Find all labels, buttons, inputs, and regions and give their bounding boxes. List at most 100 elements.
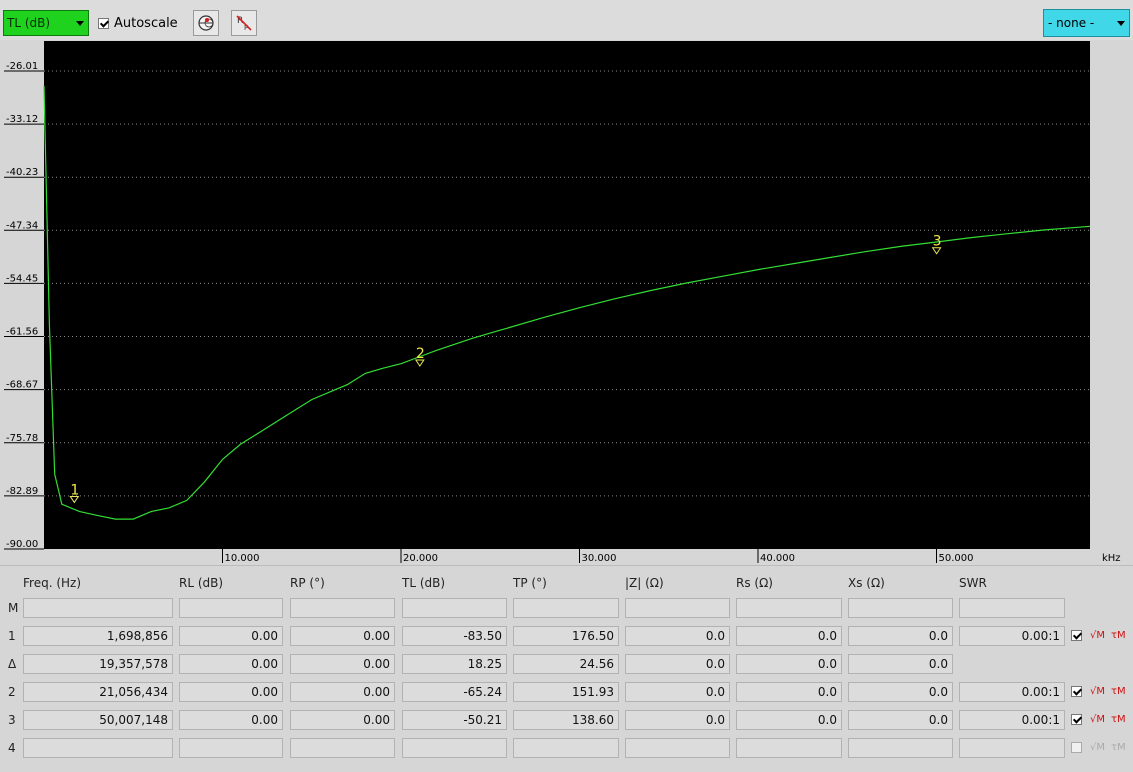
table-cell: 0.0 — [736, 626, 842, 646]
row-label: 4 — [8, 741, 16, 755]
table-cell: 1,698,856 — [23, 626, 173, 646]
table-cell: 151.93 — [513, 682, 619, 702]
marker-select[interactable]: - none - — [1043, 9, 1130, 37]
x-tick-label: 30.000 — [581, 553, 616, 564]
marker-1-indicator[interactable] — [69, 495, 80, 504]
marker-tune-icon[interactable]: τM — [1111, 714, 1126, 725]
table-cell: 0.00 — [179, 682, 283, 702]
marker-table: Freq. (Hz) RL (dB) RP (°) TL (dB) TP (°) |Z| … — [0, 565, 1133, 772]
clear-markers-button[interactable]: R P — [231, 10, 257, 36]
marker-tune-icon[interactable]: τM — [1111, 630, 1126, 641]
autoscale-label: Autoscale — [114, 15, 178, 31]
y-tick-label: -82.89 — [6, 486, 38, 497]
table-cell: 0.0 — [848, 654, 953, 674]
y-tick-label: -47.34 — [6, 220, 38, 231]
marker-max-icon[interactable]: √M — [1090, 630, 1105, 641]
x-tick-label: 20.000 — [403, 553, 438, 564]
column-header: RP (°) — [290, 576, 325, 590]
tl-chart[interactable]: -26.01 -33.12 -40.23 -47.34 -54.45 -61.56 -68.… — [0, 40, 1133, 565]
table-cell — [23, 598, 173, 618]
table-cell — [848, 738, 953, 758]
y-tick-label: -68.67 — [6, 380, 38, 391]
column-header: Freq. (Hz) — [23, 576, 82, 590]
table-cell — [736, 738, 842, 758]
table-cell: 0.00 — [290, 682, 395, 702]
table-cell — [179, 738, 283, 758]
table-cell — [959, 738, 1065, 758]
table-cell: 0.0 — [625, 626, 730, 646]
table-cell: -65.24 — [402, 682, 507, 702]
trace-select-value: TL (dB) — [7, 16, 51, 30]
marker-select-value: - none - — [1048, 16, 1095, 30]
marker-enable-checkbox[interactable] — [1071, 742, 1082, 753]
table-cell: 0.00 — [290, 626, 395, 646]
table-cell: 18.25 — [402, 654, 507, 674]
table-cell: 0.0 — [736, 682, 842, 702]
marker-enable-checkbox[interactable] — [1071, 630, 1082, 641]
column-header: Rs (Ω) — [736, 576, 773, 590]
trace-select[interactable]: TL (dB) — [3, 10, 89, 36]
marker-tune-icon[interactable]: τM — [1111, 686, 1126, 697]
table-cell: 0.0 — [736, 654, 842, 674]
marker-3-label: 3 — [933, 234, 942, 250]
y-tick-label: -54.45 — [6, 273, 38, 284]
column-header: RL (dB) — [179, 576, 224, 590]
column-header: |Z| (Ω) — [625, 576, 664, 590]
row-label: Δ — [8, 657, 17, 671]
column-header: TL (dB) — [402, 576, 446, 590]
table-cell — [513, 738, 619, 758]
column-header: Xs (Ω) — [848, 576, 885, 590]
table-cell: 19,357,578 — [23, 654, 173, 674]
y-tick-label: -26.01 — [6, 61, 38, 72]
table-cell: 0.0 — [848, 626, 953, 646]
table-cell — [625, 738, 730, 758]
chevron-down-icon — [76, 21, 84, 26]
marker-max-icon[interactable]: √M — [1090, 714, 1105, 725]
x-tick-label: 10.000 — [224, 553, 259, 564]
table-cell: 0.0 — [625, 682, 730, 702]
table-cell: 50,007,148 — [23, 710, 173, 730]
table-cell: 21,056,434 — [23, 682, 173, 702]
smith-chart-button[interactable] — [193, 10, 219, 36]
table-cell — [736, 598, 842, 618]
row-label: 3 — [8, 713, 16, 727]
table-cell — [625, 598, 730, 618]
x-tick-label: 50.000 — [938, 553, 973, 564]
toolbar: TL (dB) Autoscale R P - none - — [0, 0, 1133, 41]
svg-text:R: R — [237, 16, 243, 26]
table-cell: 0.00:1 — [959, 626, 1065, 646]
column-header: TP (°) — [513, 576, 547, 590]
plot-background — [44, 41, 1090, 549]
table-cell — [513, 598, 619, 618]
column-header: SWR — [959, 576, 987, 590]
marker-enable-checkbox[interactable] — [1071, 714, 1082, 725]
marker-max-icon[interactable]: √M — [1090, 742, 1105, 753]
table-cell: 0.0 — [848, 710, 953, 730]
autoscale-checkbox[interactable] — [98, 17, 109, 29]
marker-tune-icon[interactable]: τM — [1111, 742, 1126, 753]
marker-1-label: 1 — [70, 482, 79, 498]
marker-3-indicator[interactable] — [931, 247, 942, 255]
table-cell — [179, 598, 283, 618]
clear-markers-icon: R P — [236, 15, 252, 32]
x-unit-label: kHz — [1102, 553, 1121, 564]
table-cell — [402, 738, 507, 758]
y-tick-label: -40.23 — [6, 167, 38, 178]
table-cell: 0.00 — [179, 654, 283, 674]
y-tick-label: -33.12 — [6, 114, 38, 125]
marker-enable-checkbox[interactable] — [1071, 686, 1082, 697]
marker-2-indicator[interactable] — [414, 359, 425, 367]
table-cell: -83.50 — [402, 626, 507, 646]
smith-chart-icon — [198, 15, 214, 31]
table-cell: -50.21 — [402, 710, 507, 730]
table-cell — [959, 598, 1065, 618]
table-cell — [290, 598, 395, 618]
marker-2-label: 2 — [416, 346, 425, 362]
row-label: M — [8, 601, 19, 615]
table-cell — [402, 598, 507, 618]
autoscale-toggle[interactable]: Autoscale — [98, 15, 178, 31]
table-cell: 0.00:1 — [959, 710, 1065, 730]
table-cell: 0.0 — [848, 682, 953, 702]
table-cell: 24.56 — [513, 654, 619, 674]
marker-max-icon[interactable]: √M — [1090, 686, 1105, 697]
